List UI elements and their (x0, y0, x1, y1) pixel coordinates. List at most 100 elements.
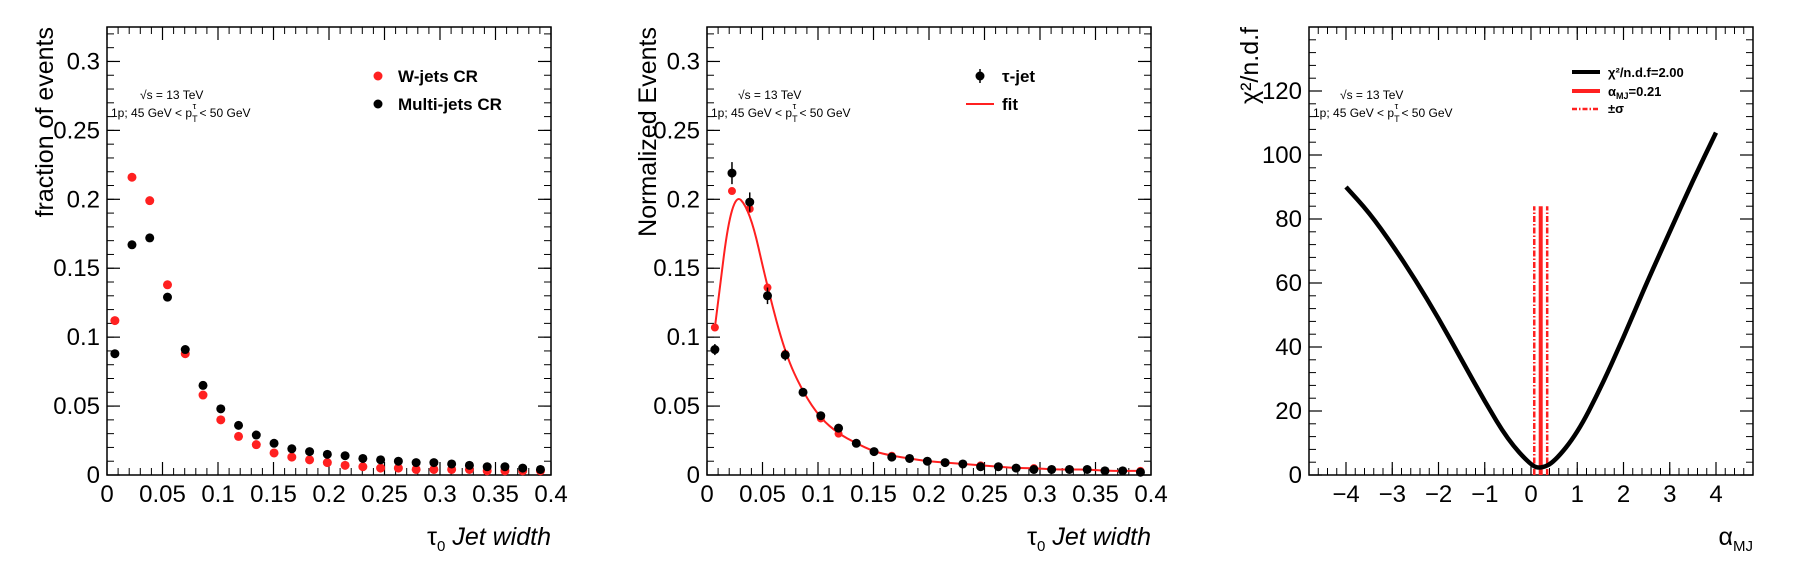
selection-label: 1p; 45 GeV < pTτ < 50 GeV (111, 101, 251, 124)
x-tick-labels: −4 −3 −2 −1 0 1 2 3 4 (1332, 481, 1722, 508)
x-tick-label: 0 (700, 481, 713, 508)
point-tau-jet (1135, 467, 1145, 477)
y-tick-label: 0 (687, 462, 700, 489)
chi2-curve-group (1344, 131, 1719, 470)
legend-marker-multi-jets (373, 99, 383, 109)
point-multi-jets (269, 438, 279, 448)
y-tick-label: 80 (1275, 206, 1302, 233)
point-multi-jets (127, 240, 137, 250)
point-multi-jets (110, 349, 120, 359)
point-tau-jet (958, 459, 968, 469)
y-tick-label: 0.25 (653, 117, 700, 144)
x-tick-label: 0.2 (312, 481, 345, 508)
x-tick-label: 0.05 (739, 481, 786, 508)
y-tick-label: 0.05 (653, 393, 700, 420)
point-tau-jet (745, 197, 755, 207)
legend-label-tau-jet: τ-jet (1002, 67, 1035, 86)
point-multi-jets (216, 404, 226, 414)
point-w-jets (322, 458, 332, 468)
fit-line (713, 197, 1141, 472)
point-multi-jets (162, 292, 172, 302)
fit-point (727, 187, 736, 196)
best-fit-lines (1532, 206, 1549, 475)
point-tau-jet (1064, 464, 1074, 474)
y-tick-label: 40 (1275, 334, 1302, 361)
point-w-jets (216, 415, 226, 425)
x-tick-label: 3 (1663, 481, 1676, 508)
point-tau-jet (851, 438, 861, 448)
point-w-jets (340, 460, 350, 470)
point-w-jets (234, 431, 244, 441)
point-tau-jet (940, 458, 950, 468)
point-multi-jets (198, 380, 208, 390)
selection-label: 1p; 45 GeV < pTτ < 50 GeV (711, 101, 851, 124)
point-w-jets (110, 316, 120, 326)
x-tick-labels: 0 0.05 0.1 0.15 0.2 0.25 0.3 0.35 0.4 (100, 481, 567, 508)
point-multi-jets (376, 455, 386, 465)
x-axis-name: Jet width (445, 523, 551, 551)
x-tick-label: 0.15 (250, 481, 297, 508)
legend: τ-jet fit (966, 67, 1035, 114)
x-tick-label: 2 (1617, 481, 1630, 508)
x-tick-label: −1 (1471, 481, 1498, 508)
legend-label-fit: fit (1002, 95, 1018, 114)
x-tick-label: 0.4 (1134, 481, 1167, 508)
y-axis-title: fraction of events (31, 27, 59, 217)
point-tau-jet (1011, 463, 1021, 473)
point-multi-jets (180, 345, 190, 355)
y-tick-label: 0 (1289, 462, 1302, 489)
point-multi-jets (287, 444, 297, 454)
point-multi-jets (411, 458, 421, 468)
point-w-jets (287, 452, 297, 462)
legend-label-chi2: χ²/n.d.f=2.00 (1608, 65, 1684, 80)
point-multi-jets (518, 463, 528, 473)
point-tau-jet (869, 447, 879, 457)
tick-marks (1308, 26, 1754, 476)
point-tau-jet (710, 345, 720, 355)
point-tau-jet (993, 462, 1003, 472)
x-axis-title: τ0 Jet width (1027, 523, 1151, 555)
fit-curve (713, 197, 1141, 472)
y-tick-label: 0.1 (667, 324, 700, 351)
x-tick-label: 0.1 (201, 481, 234, 508)
y-tick-labels: 0 20 40 60 80 100 120 (1262, 78, 1302, 489)
x-axis-symbol: τ (1027, 523, 1037, 551)
data-points (710, 162, 1145, 477)
y-tick-labels: 0 0.05 0.1 0.15 0.2 0.25 0.3 (653, 48, 700, 489)
point-w-jets (145, 196, 155, 206)
y-tick-label: 60 (1275, 270, 1302, 297)
y-tick-labels: 0 0.05 0.1 0.15 0.2 0.25 0.3 (53, 48, 100, 489)
point-tau-jet (1100, 466, 1110, 476)
point-tau-jet (780, 350, 790, 360)
point-w-jets (198, 390, 208, 400)
point-multi-jets (464, 460, 474, 470)
x-axis-subscript: 0 (1037, 538, 1045, 555)
y-tick-label: 120 (1262, 78, 1302, 105)
point-w-jets (269, 448, 279, 458)
selection-label: 1p; 45 GeV < pTτ < 50 GeV (1313, 101, 1453, 124)
energy-label: √s = 13 TeV (738, 88, 801, 102)
point-tau-jet (816, 411, 826, 421)
x-tick-label: 0.2 (912, 481, 945, 508)
point-tau-jet (1047, 464, 1057, 474)
y-tick-label: 0 (87, 462, 100, 489)
y-axis-title: Normalized Events (634, 27, 662, 237)
point-multi-jets (251, 430, 261, 440)
legend: W-jets CR Multi-jets CR (373, 67, 502, 114)
energy-label: √s = 13 TeV (140, 88, 203, 102)
y-tick-label: 0.05 (53, 393, 100, 420)
legend: χ²/n.d.f=2.00 αMJ=0.21 ±σ (1572, 65, 1684, 116)
point-w-jets (376, 463, 386, 473)
legend-marker-w-jets (373, 71, 383, 81)
energy-label: √s = 13 TeV (1340, 88, 1403, 102)
point-tau-jet (834, 423, 844, 433)
fit-point (710, 323, 719, 332)
y-tick-label: 20 (1275, 398, 1302, 425)
y-axis-title: χ²/n.d.f (1236, 27, 1264, 104)
data-points (110, 172, 545, 476)
legend-label-sigma: ±σ (1608, 101, 1624, 116)
panel-tau-jet-fit: 0 0.05 0.1 0.15 0.2 0.25 0.3 0.35 0.4 0 0.05 0.1 0.… (634, 26, 1168, 555)
point-multi-jets (429, 458, 439, 468)
x-tick-label: −4 (1332, 481, 1359, 508)
